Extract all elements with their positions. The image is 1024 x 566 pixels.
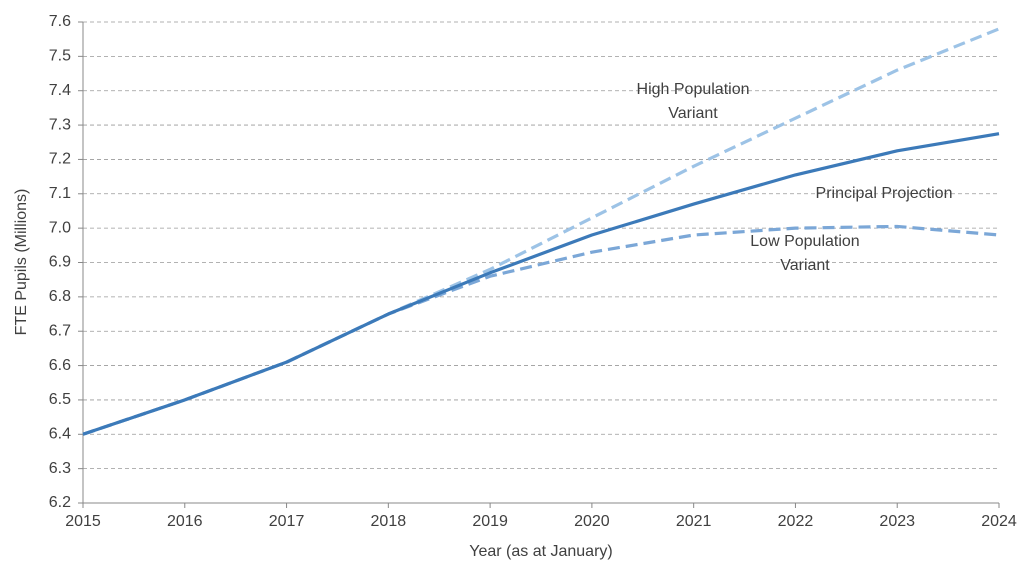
y-tick-label: 6.6 bbox=[49, 357, 71, 374]
y-tick-label: 6.5 bbox=[49, 391, 71, 408]
x-tick-label: 2018 bbox=[371, 513, 407, 530]
series-line bbox=[82, 224, 1000, 436]
series-line bbox=[82, 27, 1000, 436]
series-line bbox=[82, 132, 1000, 436]
y-tick-label: 6.9 bbox=[49, 254, 71, 271]
y-tick-label: 6.4 bbox=[49, 426, 71, 443]
x-tick-label: 2022 bbox=[778, 513, 814, 530]
x-tick-label: 2015 bbox=[65, 513, 101, 530]
x-axis-title: Year (as at January) bbox=[469, 543, 612, 560]
y-axis-title: FTE Pupils (Millions) bbox=[13, 189, 30, 336]
y-tick-label: 6.3 bbox=[49, 460, 71, 477]
series-annotation: High Population Variant bbox=[636, 81, 750, 122]
y-tick-label: 7.0 bbox=[49, 219, 71, 236]
y-tick-label: 6.2 bbox=[49, 494, 71, 511]
x-tick-label: 2024 bbox=[981, 513, 1017, 530]
x-tick-label: 2017 bbox=[269, 513, 305, 530]
y-tick-label: 7.2 bbox=[49, 151, 71, 168]
y-tick-label: 7.6 bbox=[49, 13, 71, 30]
series-annotation: Low Population Variant bbox=[750, 233, 860, 274]
y-tick-label: 7.5 bbox=[49, 48, 71, 65]
series-annotation: Principal Projection bbox=[815, 185, 953, 202]
x-tick-label: 2020 bbox=[574, 513, 610, 530]
x-tick-label: 2021 bbox=[676, 513, 712, 530]
x-tick-label: 2019 bbox=[472, 513, 508, 530]
y-tick-label: 7.4 bbox=[49, 82, 71, 99]
x-tick-label: 2016 bbox=[167, 513, 203, 530]
y-tick-label: 7.1 bbox=[49, 185, 71, 202]
y-tick-label: 6.8 bbox=[49, 288, 71, 305]
y-tick-label: 7.3 bbox=[49, 116, 71, 133]
y-tick-label: 6.7 bbox=[49, 322, 71, 339]
x-tick-label: 2023 bbox=[879, 513, 915, 530]
